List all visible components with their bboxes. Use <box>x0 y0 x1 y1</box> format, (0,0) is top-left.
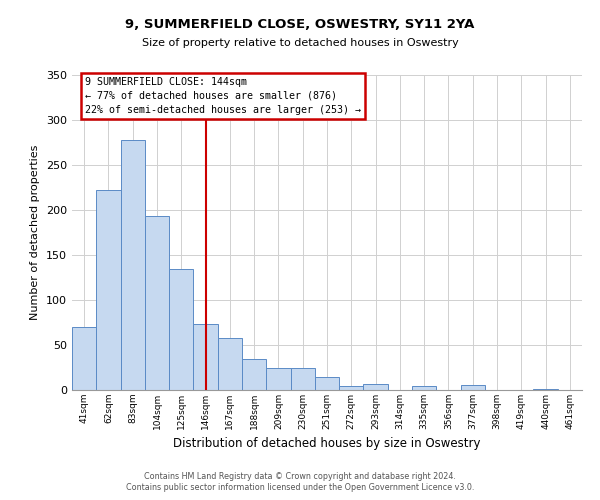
Bar <box>364 384 388 390</box>
Bar <box>290 368 315 390</box>
Bar <box>169 270 193 390</box>
Bar <box>339 386 364 390</box>
Bar <box>218 338 242 390</box>
Text: Size of property relative to detached houses in Oswestry: Size of property relative to detached ho… <box>142 38 458 48</box>
Text: 9, SUMMERFIELD CLOSE, OSWESTRY, SY11 2YA: 9, SUMMERFIELD CLOSE, OSWESTRY, SY11 2YA <box>125 18 475 30</box>
Bar <box>72 327 96 390</box>
Bar <box>242 360 266 390</box>
Bar <box>193 324 218 390</box>
Bar <box>461 384 485 390</box>
Bar <box>121 140 145 390</box>
Bar <box>315 376 339 390</box>
Text: 9 SUMMERFIELD CLOSE: 144sqm
← 77% of detached houses are smaller (876)
22% of se: 9 SUMMERFIELD CLOSE: 144sqm ← 77% of det… <box>85 77 361 115</box>
X-axis label: Distribution of detached houses by size in Oswestry: Distribution of detached houses by size … <box>173 438 481 450</box>
Text: Contains HM Land Registry data © Crown copyright and database right 2024.: Contains HM Land Registry data © Crown c… <box>144 472 456 481</box>
Bar <box>145 216 169 390</box>
Bar <box>266 368 290 390</box>
Y-axis label: Number of detached properties: Number of detached properties <box>31 145 40 320</box>
Text: Contains public sector information licensed under the Open Government Licence v3: Contains public sector information licen… <box>126 484 474 492</box>
Bar <box>412 386 436 390</box>
Bar <box>96 190 121 390</box>
Bar <box>533 389 558 390</box>
